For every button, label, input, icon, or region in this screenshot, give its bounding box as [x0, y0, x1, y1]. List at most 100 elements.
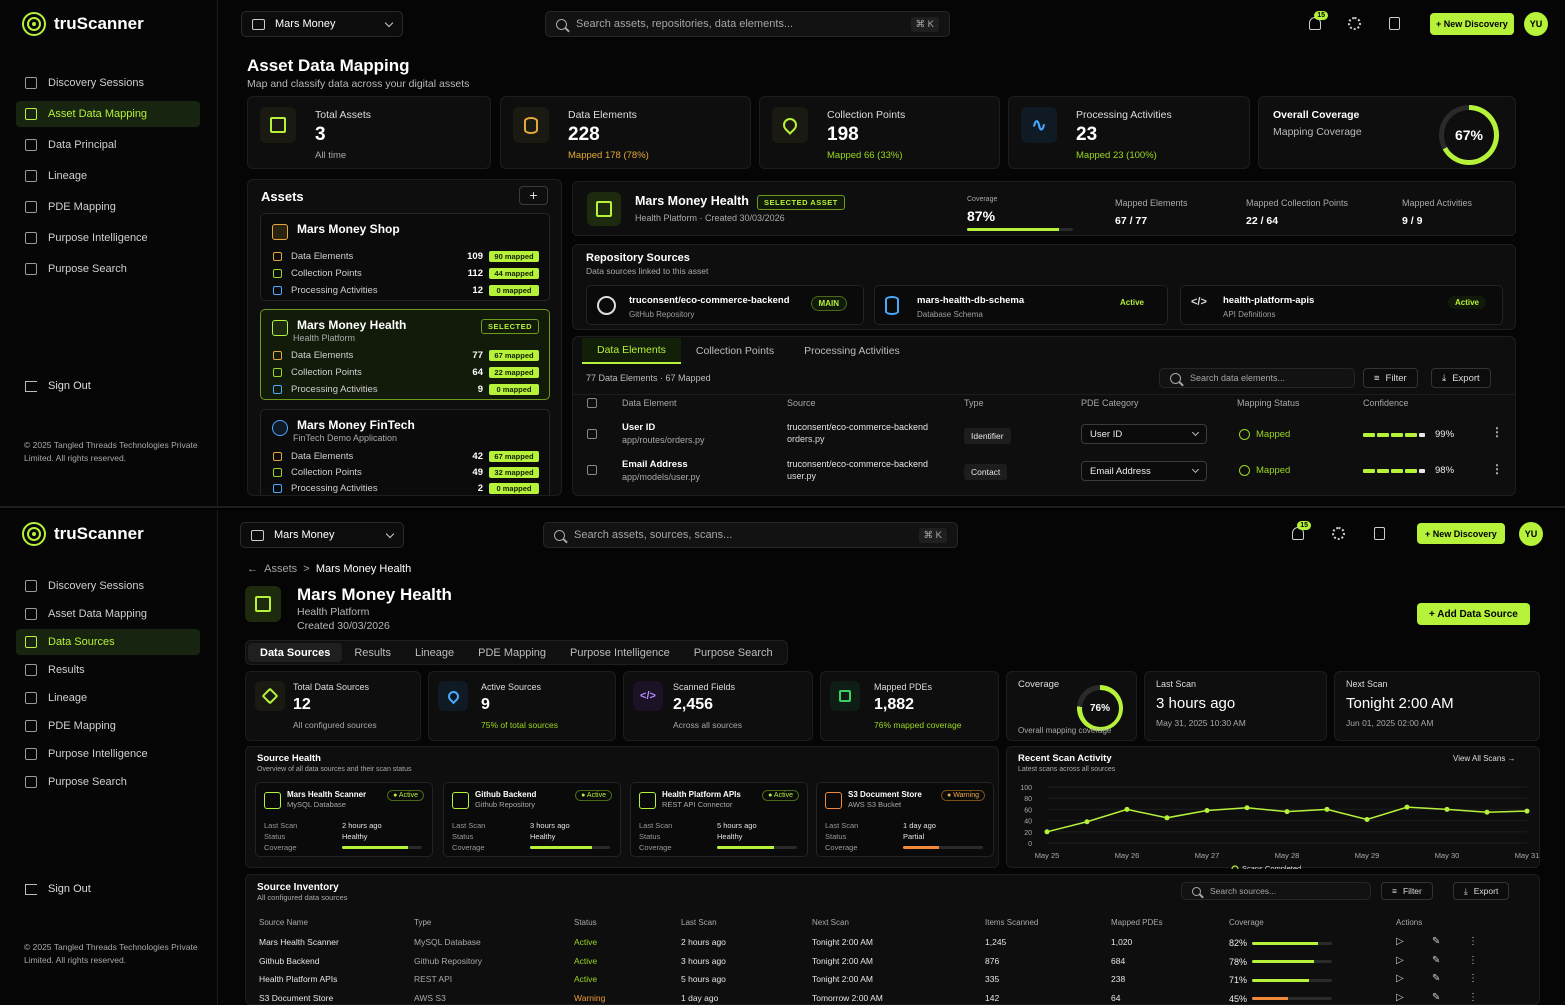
- tab-purpose-intelligence[interactable]: Purpose Intelligence: [570, 646, 670, 659]
- tab-collection-points[interactable]: Collection Points: [695, 345, 775, 357]
- last-scan-value: 1 day ago: [903, 821, 936, 830]
- col-header[interactable]: Type: [414, 918, 432, 927]
- filter-button[interactable]: ≡ Filter: [1381, 882, 1433, 900]
- run-scan-icon[interactable]: ▷: [1396, 936, 1404, 947]
- asset-card-health-selected[interactable]: Mars Money Health Health Platform SELECT…: [260, 309, 550, 400]
- edit-icon[interactable]: ✎: [1432, 954, 1441, 966]
- sidebar-item-asset-data-mapping[interactable]: Asset Data Mapping: [16, 101, 200, 127]
- logo[interactable]: truScanner: [22, 522, 144, 546]
- health-card[interactable]: Github Backend Github Repository ● Active L…: [443, 782, 621, 857]
- repo-card-api-definitions[interactable]: </> health-platform-apis API Definitions Ac…: [1180, 285, 1503, 325]
- sidebar-item-data-sources[interactable]: Data Sources: [16, 629, 200, 655]
- bell-icon[interactable]: 15: [1292, 521, 1311, 540]
- sidebar-item-purpose-intelligence[interactable]: Purpose Intelligence: [16, 741, 200, 767]
- tab-processing-activities[interactable]: Processing Activities: [804, 345, 900, 357]
- coverage-bar: [717, 846, 797, 849]
- run-scan-icon[interactable]: ▷: [1396, 954, 1404, 966]
- global-search-input[interactable]: Search assets, repositories, data elemen…: [545, 11, 950, 37]
- tab-results[interactable]: Results: [354, 646, 391, 659]
- sign-out-button[interactable]: Sign Out: [25, 380, 91, 392]
- more-icon[interactable]: ⋮: [1468, 936, 1478, 947]
- col-header[interactable]: Confidence: [1363, 398, 1409, 408]
- repo-card-db-schema[interactable]: mars-health-db-schema Database Schema Acti…: [874, 285, 1168, 325]
- col-header[interactable]: PDE Category: [1081, 398, 1139, 408]
- edit-icon[interactable]: ✎: [1432, 936, 1441, 947]
- data-elements-search[interactable]: Search data elements...: [1159, 368, 1355, 388]
- repo-card-github[interactable]: truconsent/eco-commerce-backend GitHub Re…: [586, 285, 864, 325]
- workspace-selector[interactable]: Mars Money: [241, 11, 403, 37]
- col-header[interactable]: Last Scan: [681, 918, 717, 927]
- sidebar-item-lineage[interactable]: Lineage: [16, 685, 200, 711]
- bell-icon[interactable]: 15: [1309, 11, 1328, 30]
- col-header[interactable]: Actions: [1396, 918, 1423, 927]
- col-header[interactable]: Data Element: [622, 398, 677, 408]
- col-header[interactable]: Type: [964, 398, 984, 408]
- tab-pde-mapping[interactable]: PDE Mapping: [478, 646, 547, 659]
- source-icon: [264, 792, 281, 809]
- col-header[interactable]: Source: [787, 398, 816, 408]
- edit-icon[interactable]: ✎: [1432, 991, 1441, 1003]
- col-header[interactable]: Status: [574, 918, 597, 927]
- health-card[interactable]: S3 Document Store AWS S3 Bucket ● Warning L…: [816, 782, 994, 857]
- filter-button[interactable]: ≡ Filter: [1363, 368, 1418, 388]
- gear-icon[interactable]: [1332, 527, 1345, 540]
- asset-card-fintech[interactable]: Mars Money FinTech FinTech Demo Applicat…: [260, 409, 550, 495]
- col-header[interactable]: Mapped PDEs: [1111, 918, 1163, 927]
- tab-lineage[interactable]: Lineage: [415, 646, 455, 659]
- more-icon[interactable]: ⋮: [1468, 991, 1478, 1003]
- health-card[interactable]: Mars Health Scanner MySQL Database ● Activ…: [255, 782, 433, 857]
- logo[interactable]: truScanner: [22, 12, 144, 36]
- sidebar-item-lineage[interactable]: Lineage: [16, 163, 200, 189]
- row-checkbox[interactable]: [587, 465, 597, 475]
- add-data-source-button[interactable]: + Add Data Source: [1417, 603, 1530, 625]
- document-icon[interactable]: [1374, 527, 1385, 540]
- new-discovery-button[interactable]: + New Discovery: [1417, 523, 1505, 544]
- run-scan-icon[interactable]: ▷: [1396, 991, 1404, 1003]
- breadcrumb-assets[interactable]: Assets: [264, 563, 298, 575]
- asset-card-shop[interactable]: Mars Money Shop Data Elements 109 90 mappe…: [260, 213, 550, 301]
- export-button[interactable]: ⤓ Export: [1453, 882, 1510, 900]
- sidebar-item-discovery-sessions[interactable]: Discovery Sessions: [16, 70, 200, 96]
- sidebar-item-asset-data-mapping[interactable]: Asset Data Mapping: [16, 601, 200, 627]
- col-header[interactable]: Items Scanned: [985, 918, 1039, 927]
- document-icon[interactable]: [1389, 17, 1400, 30]
- more-icon[interactable]: ⋮: [1491, 425, 1503, 439]
- col-header[interactable]: Next Scan: [812, 918, 849, 927]
- avatar[interactable]: YU: [1519, 522, 1543, 546]
- row-checkbox[interactable]: [587, 429, 597, 439]
- sidebar-item-results[interactable]: Results: [16, 657, 200, 683]
- col-header[interactable]: Coverage: [1229, 918, 1264, 927]
- avatar[interactable]: YU: [1524, 12, 1548, 36]
- sidebar-item-purpose-search[interactable]: Purpose Search: [16, 769, 200, 795]
- global-search-input[interactable]: Search assets, sources, scans... ⌘ K: [543, 522, 958, 548]
- pde-category-select[interactable]: Email Address: [1081, 461, 1207, 481]
- col-header[interactable]: Mapping Status: [1237, 398, 1300, 408]
- sidebar-item-pde-mapping[interactable]: PDE Mapping: [16, 194, 200, 220]
- back-arrow-icon[interactable]: ←: [247, 563, 265, 575]
- sidebar-item-purpose-search[interactable]: Purpose Search: [16, 256, 200, 282]
- tab-data-elements[interactable]: Data Elements: [582, 338, 681, 364]
- more-icon[interactable]: ⋮: [1491, 462, 1503, 476]
- more-icon[interactable]: ⋮: [1468, 973, 1478, 984]
- export-button[interactable]: ⤓ Export: [1431, 368, 1491, 388]
- sidebar-item-data-principal[interactable]: Data Principal: [16, 132, 200, 158]
- source-search-input[interactable]: Search sources...: [1181, 882, 1371, 900]
- sidebar-item-pde-mapping[interactable]: PDE Mapping: [16, 713, 200, 739]
- health-card[interactable]: Health Platform APIs REST API Connector ● …: [630, 782, 808, 857]
- col-header[interactable]: Source Name: [259, 918, 308, 927]
- edit-icon[interactable]: ✎: [1432, 973, 1441, 984]
- sign-out-button[interactable]: Sign Out: [25, 883, 91, 895]
- gear-icon[interactable]: [1348, 17, 1361, 30]
- workspace-selector[interactable]: Mars Money: [240, 522, 404, 548]
- more-icon[interactable]: ⋮: [1468, 954, 1478, 966]
- sidebar-item-discovery-sessions[interactable]: Discovery Sessions: [16, 573, 200, 599]
- new-discovery-button[interactable]: + New Discovery: [1430, 13, 1514, 35]
- add-asset-button[interactable]: +: [519, 186, 548, 205]
- tab-purpose-search[interactable]: Purpose Search: [693, 646, 773, 659]
- pde-category-select[interactable]: User ID: [1081, 424, 1207, 444]
- run-scan-icon[interactable]: ▷: [1396, 973, 1404, 984]
- tab-data-sources[interactable]: Data Sources: [248, 643, 343, 662]
- select-all-checkbox[interactable]: [587, 398, 597, 408]
- view-all-scans-link[interactable]: View All Scans →: [1453, 754, 1516, 763]
- sidebar-item-purpose-intelligence[interactable]: Purpose Intelligence: [16, 225, 200, 251]
